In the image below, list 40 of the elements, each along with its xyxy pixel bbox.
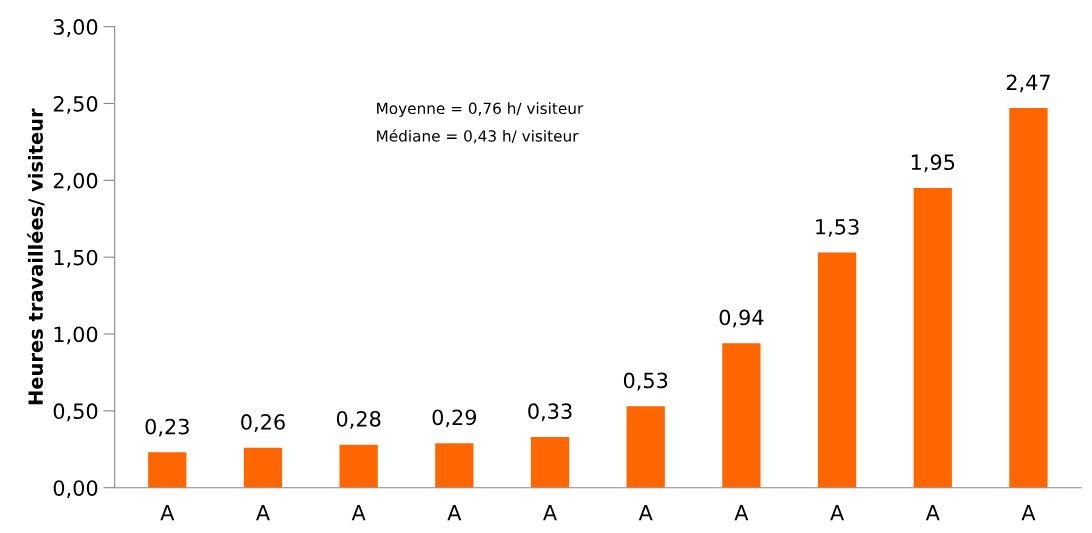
x-tick-label: A (543, 505, 557, 521)
y-tick-label: 2,50 (53, 95, 98, 114)
x-tick-label: A (830, 505, 845, 521)
bar (339, 444, 378, 488)
y-tick-label: 3,00 (53, 19, 98, 37)
bar (435, 443, 474, 488)
x-tick-label: A (256, 505, 270, 521)
x-tick-label: A (1021, 505, 1036, 521)
bar (722, 343, 761, 488)
bar (530, 436, 570, 488)
x-tick-label: A (925, 505, 940, 521)
data-label: 0,26 (241, 414, 285, 432)
y-axis-title: Heures travaillées/ visiteur (27, 108, 45, 405)
bar (913, 188, 952, 488)
y-tick-label: 0,50 (53, 403, 98, 422)
x-tick-label: A (734, 505, 749, 521)
y-tick-label: 2,00 (53, 172, 98, 191)
y-tick-label: 0,00 (53, 480, 98, 499)
bar (148, 452, 187, 488)
data-label: 0,94 (719, 309, 764, 328)
x-tick-label: A (351, 505, 366, 521)
data-label: 1,53 (816, 218, 859, 237)
data-label: 0,29 (432, 409, 477, 428)
data-label: 0,53 (623, 372, 668, 391)
data-label: 1,95 (911, 154, 955, 173)
bar (817, 252, 857, 488)
annotation: Médiane = 0,43 h/ visiteur (377, 129, 579, 144)
annotation: Moyenne = 0,76 h/ visiteur (377, 102, 584, 118)
x-tick-label: A (160, 505, 175, 521)
y-tick-label: 1,00 (54, 326, 98, 345)
data-label: 0,33 (528, 403, 572, 422)
bar (243, 447, 283, 488)
x-tick-label: A (447, 505, 462, 521)
bar (1009, 108, 1048, 488)
data-label: 2,47 (1006, 74, 1050, 93)
x-tick-label: A (638, 505, 653, 521)
y-tick-label: 1,50 (54, 249, 98, 268)
bar (626, 406, 665, 488)
data-label: 0,28 (336, 410, 381, 429)
data-label: 0,23 (145, 418, 189, 437)
